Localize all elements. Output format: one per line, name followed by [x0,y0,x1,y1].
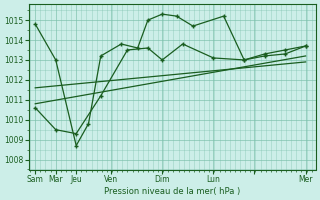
X-axis label: Pression niveau de la mer( hPa ): Pression niveau de la mer( hPa ) [104,187,241,196]
